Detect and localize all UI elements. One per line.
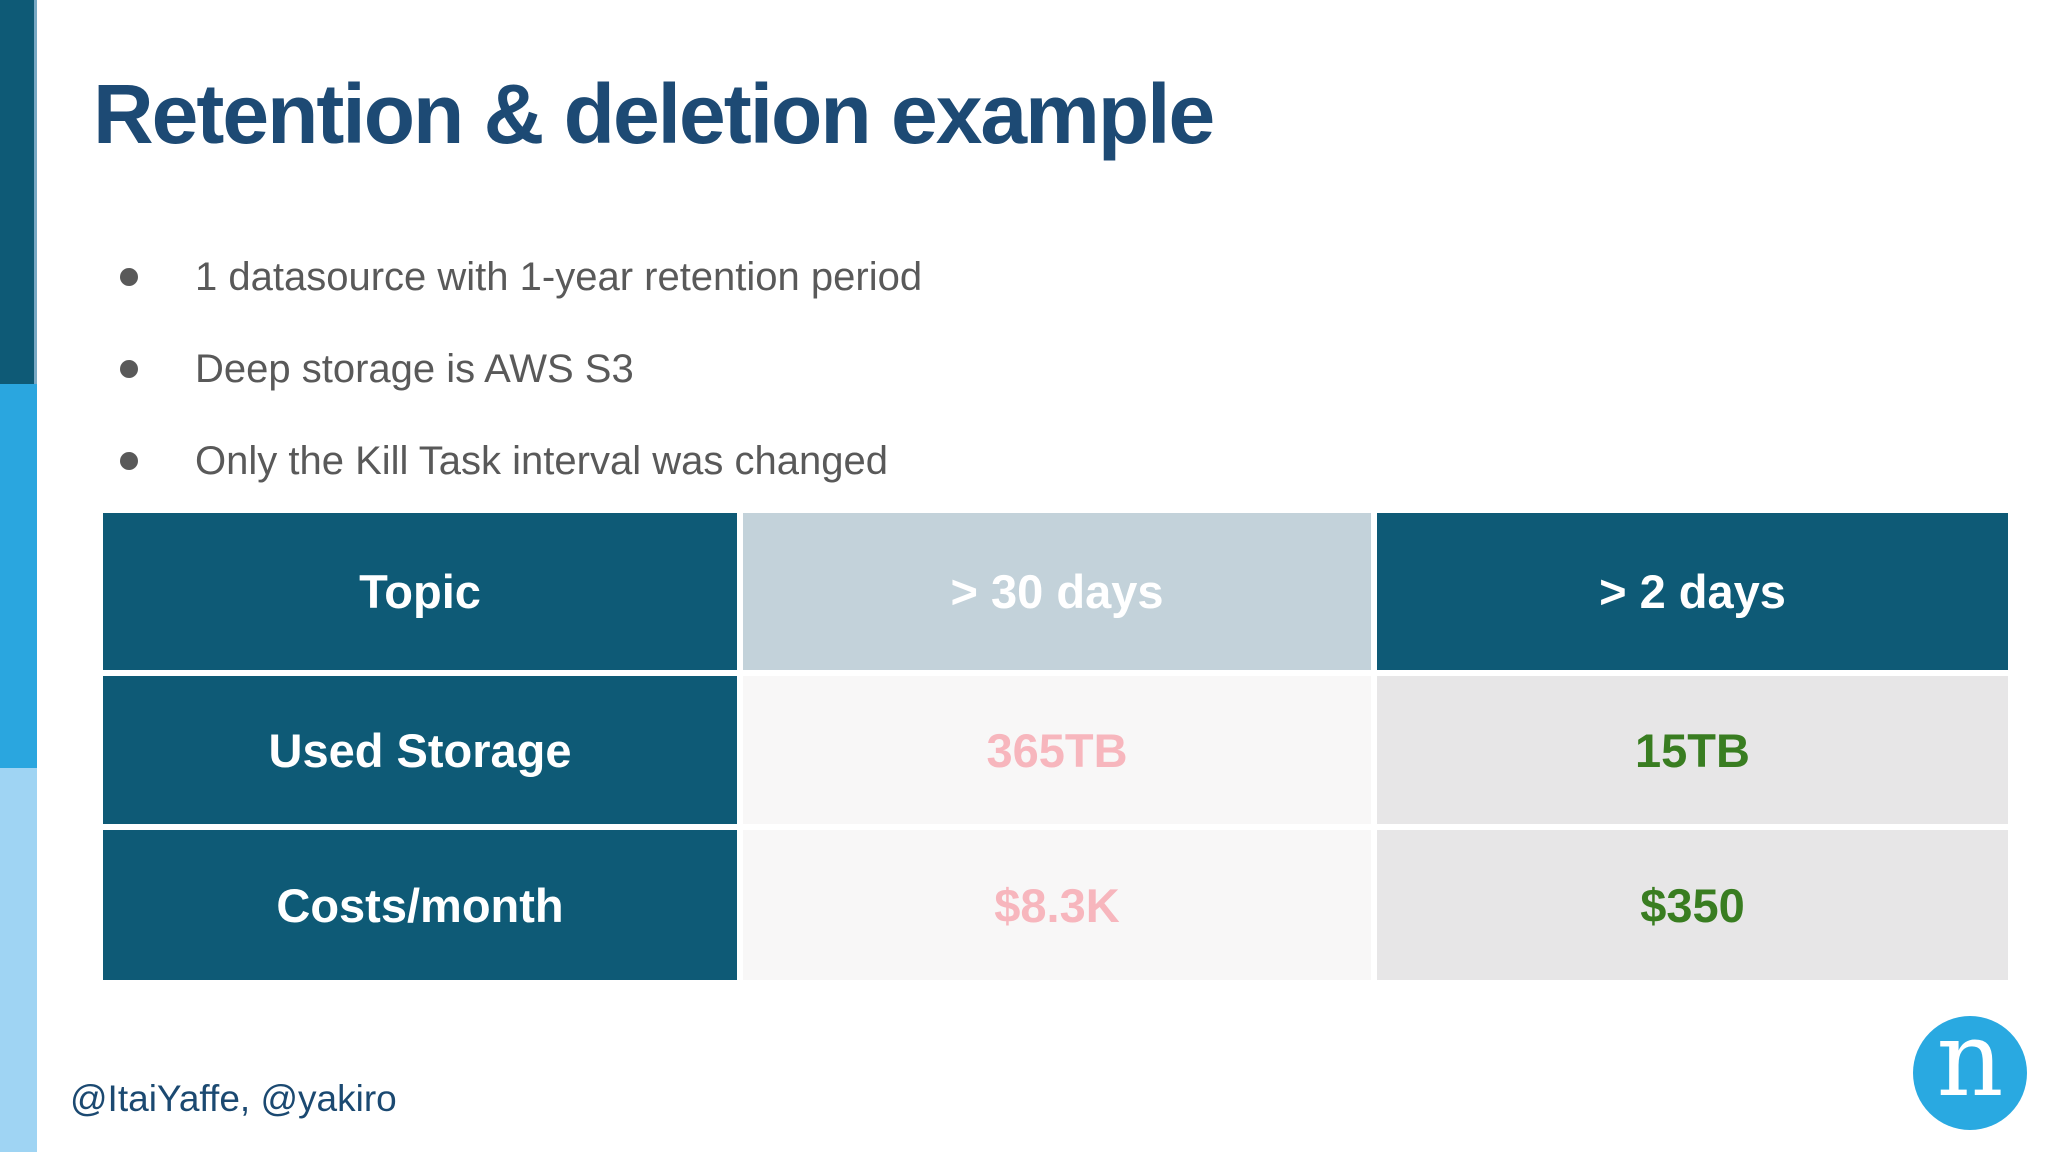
cell-costs-month-2-days: $350 [1377,830,2008,980]
footer-twitter-handles: @ItaiYaffe, @yakiro [70,1078,397,1119]
cell-used-storage-30-days: 365TB [743,676,1371,824]
table-header-topic: Topic [103,513,737,670]
bullet-dot-icon [120,360,138,378]
row-label-used-storage: Used Storage [103,676,737,824]
table-header-2-days: > 2 days [1377,513,2008,670]
comparison-table: Topic > 30 days > 2 days Used Storage 36… [103,513,2008,980]
bullet-text: 1 datasource with 1-year retention perio… [195,255,923,299]
bullet-text: Deep storage is AWS S3 [195,347,634,391]
cell-costs-month-30-days: $8.3K [743,830,1371,980]
n-logo-letter: n [1936,998,2004,1120]
bullet-text: Only the Kill Task interval was changed [195,439,888,483]
bullet-dot-icon [120,452,138,470]
accent-bar-segment-light [0,768,37,1152]
bullet-item: 1 datasource with 1-year retention perio… [120,257,922,297]
bullet-dot-icon [120,268,138,286]
left-accent-bar [0,0,37,1152]
page-title: Retention & deletion example [93,67,1215,161]
n-logo-icon: n [1913,1007,2027,1130]
bullet-item: Only the Kill Task interval was changed [120,441,922,481]
table-header-30-days: > 30 days [743,513,1371,670]
bullet-list: 1 datasource with 1-year retention perio… [120,257,922,533]
accent-bar-segment-mid [0,384,37,768]
cell-used-storage-2-days: 15TB [1377,676,2008,824]
accent-bar-segment-dark [0,0,37,384]
row-label-costs-month: Costs/month [103,830,737,980]
bullet-item: Deep storage is AWS S3 [120,349,922,389]
